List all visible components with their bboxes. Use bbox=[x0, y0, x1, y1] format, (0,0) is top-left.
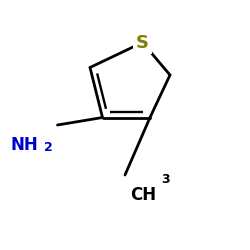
Text: 2: 2 bbox=[44, 141, 52, 154]
Text: NH: NH bbox=[10, 136, 38, 154]
Text: 3: 3 bbox=[161, 173, 170, 186]
Text: S: S bbox=[136, 34, 149, 52]
Text: CH: CH bbox=[130, 186, 156, 204]
